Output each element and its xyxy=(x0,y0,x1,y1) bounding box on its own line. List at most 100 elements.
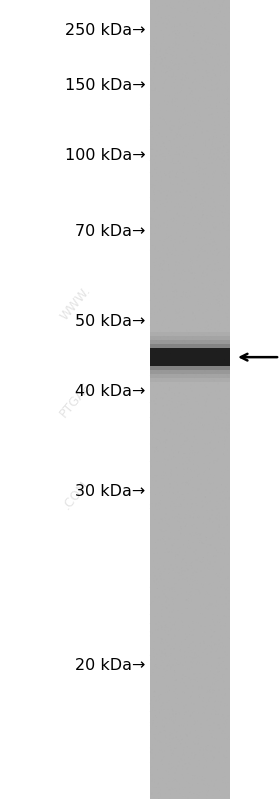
Point xyxy=(202,108,207,121)
Point xyxy=(218,499,223,511)
Point xyxy=(162,407,166,420)
Point xyxy=(198,161,202,174)
Point xyxy=(219,373,223,386)
Point xyxy=(177,640,182,653)
Point xyxy=(200,134,205,147)
Point xyxy=(169,22,174,34)
Point xyxy=(191,444,195,457)
Point xyxy=(206,785,211,797)
Point xyxy=(216,142,221,155)
Point xyxy=(198,216,203,229)
Point xyxy=(164,763,168,776)
Point xyxy=(183,201,187,214)
Point xyxy=(158,187,163,200)
Point xyxy=(195,44,199,57)
Point xyxy=(179,356,183,368)
Point xyxy=(195,56,199,69)
Point xyxy=(201,442,205,455)
Point xyxy=(198,517,202,530)
Point xyxy=(157,65,162,78)
Point xyxy=(165,602,169,614)
Point xyxy=(172,581,176,594)
Point xyxy=(159,606,164,618)
Point xyxy=(158,61,162,74)
Point xyxy=(217,297,222,310)
Point xyxy=(211,210,215,223)
Point xyxy=(210,630,214,642)
Point xyxy=(153,339,157,352)
Point xyxy=(163,656,168,669)
Point xyxy=(172,557,176,570)
Point xyxy=(205,141,209,154)
Point xyxy=(180,512,184,525)
Point xyxy=(186,217,190,230)
Point xyxy=(167,225,172,238)
Point xyxy=(191,81,196,93)
Point xyxy=(186,260,190,272)
Point xyxy=(160,139,165,152)
Point xyxy=(180,437,185,450)
Point xyxy=(156,481,160,494)
Point xyxy=(208,680,213,693)
Point xyxy=(206,168,211,181)
Point xyxy=(188,356,192,368)
Point xyxy=(211,220,215,233)
Point xyxy=(172,774,176,787)
Point xyxy=(155,633,159,646)
Point xyxy=(207,462,212,475)
Point xyxy=(211,193,216,206)
Point xyxy=(218,645,222,658)
Point xyxy=(215,484,220,497)
Point xyxy=(212,752,216,765)
Point xyxy=(172,20,177,33)
Point xyxy=(196,8,201,21)
Point xyxy=(165,734,170,747)
Point xyxy=(219,29,223,42)
Point xyxy=(166,642,171,654)
Point xyxy=(206,221,210,233)
Point xyxy=(183,781,187,794)
Point xyxy=(175,612,179,625)
Point xyxy=(207,597,212,610)
Point xyxy=(154,476,158,489)
Point xyxy=(200,484,205,497)
Point xyxy=(220,434,225,447)
Point xyxy=(227,208,232,221)
Point xyxy=(225,513,229,526)
Point xyxy=(207,168,211,181)
Point xyxy=(184,586,189,598)
Point xyxy=(149,366,153,379)
Point xyxy=(164,138,168,151)
Point xyxy=(190,325,194,338)
Point xyxy=(221,39,225,52)
Point xyxy=(206,213,211,225)
Point xyxy=(224,113,228,126)
Point xyxy=(169,682,173,694)
Point xyxy=(203,64,207,77)
Point xyxy=(191,219,196,232)
Point xyxy=(215,509,219,522)
Point xyxy=(198,470,202,483)
Point xyxy=(208,209,213,222)
Point xyxy=(221,606,225,619)
Point xyxy=(223,179,228,192)
Point xyxy=(217,399,222,411)
Point xyxy=(200,359,205,372)
Point xyxy=(164,384,168,397)
Point xyxy=(150,503,154,516)
Point xyxy=(153,689,157,702)
Point xyxy=(152,773,157,785)
Point xyxy=(160,117,165,129)
Point xyxy=(182,422,186,435)
Point xyxy=(194,336,198,348)
Point xyxy=(206,639,210,652)
Point xyxy=(184,89,189,102)
Point xyxy=(218,189,222,202)
Point xyxy=(161,388,166,400)
Point xyxy=(200,718,204,730)
Point xyxy=(152,745,157,757)
Point xyxy=(205,35,209,48)
Point xyxy=(160,158,164,171)
Point xyxy=(162,423,166,436)
Point xyxy=(195,231,199,244)
